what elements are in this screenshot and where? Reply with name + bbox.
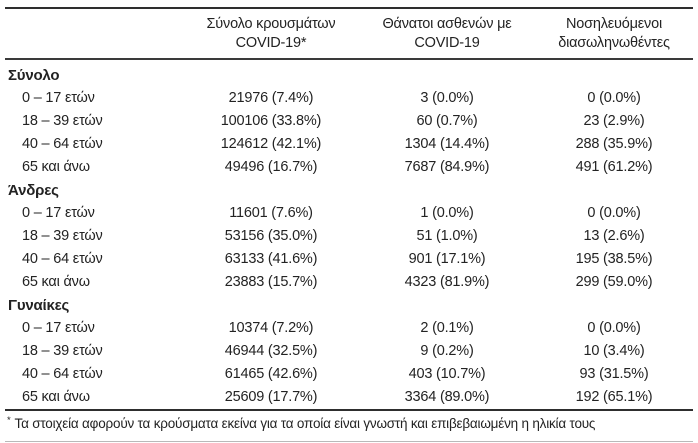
age-group-label: 65 και άνω	[22, 389, 90, 405]
header-total-cases-line1: Σύνολο κρουσμάτων	[206, 16, 336, 32]
cases-cell: 21976 (7.4%)	[228, 90, 314, 106]
age-group-label: 0 – 17 ετών	[22, 320, 95, 336]
footnote-asterisk-marker: *	[7, 414, 11, 426]
deaths-cell: 4323 (81.9%)	[404, 274, 490, 290]
age-group-label: 0 – 17 ετών	[22, 205, 95, 221]
table-row: 18 – 39 ετών 53156 (35.0%) 51 (1.0%) 13 …	[5, 225, 693, 248]
footnote-text: Τα στοιχεία αφορούν τα κρούσματα εκείνα …	[14, 416, 596, 431]
cases-cell: 25609 (17.7%)	[224, 389, 318, 405]
intubated-cell: 299 (59.0%)	[575, 274, 653, 290]
age-group-label: 18 – 39 ετών	[22, 343, 103, 359]
intubated-cell: 288 (35.9%)	[575, 136, 653, 152]
age-group-label: 0 – 17 ετών	[22, 90, 95, 106]
table-header: Σύνολο κρουσμάτων COVID-19* Θάνατοι ασθε…	[5, 8, 693, 60]
covid-stats-table: Σύνολο κρουσμάτων COVID-19* Θάνατοι ασθε…	[5, 7, 693, 411]
age-group-label: 65 και άνω	[22, 274, 90, 290]
cases-cell: 100106 (33.8%)	[220, 113, 322, 129]
table-row: 18 – 39 ετών 100106 (33.8%) 60 (0.7%) 23…	[5, 110, 693, 133]
intubated-cell: 0 (0.0%)	[587, 205, 641, 221]
covid-age-statistics-page: Σύνολο κρουσμάτων COVID-19* Θάνατοι ασθε…	[0, 7, 698, 443]
header-deaths: Θάνατοι ασθενών με COVID-19	[359, 8, 535, 60]
deaths-cell: 60 (0.7%)	[416, 113, 478, 129]
table-row: 40 – 64 ετών 124612 (42.1%) 1304 (14.4%)…	[5, 133, 693, 156]
intubated-cell: 491 (61.2%)	[575, 159, 653, 175]
intubated-cell: 13 (2.6%)	[583, 228, 645, 244]
table-row: 0 – 17 ετών 11601 (7.6%) 1 (0.0%) 0 (0.0…	[5, 202, 693, 225]
header-intubated: Νοσηλευόμενοι διασωληνωθέντες	[535, 8, 693, 60]
deaths-cell: 3 (0.0%)	[420, 90, 474, 106]
table-row: 40 – 64 ετών 63133 (41.6%) 901 (17.1%) 1…	[5, 248, 693, 271]
cases-cell: 46944 (32.5%)	[224, 343, 318, 359]
header-deaths-line1: Θάνατοι ασθενών με	[382, 16, 512, 32]
header-intubated-line2: διασωληνωθέντες	[558, 35, 670, 51]
table-row: 0 – 17 ετών 10374 (7.2%) 2 (0.1%) 0 (0.0…	[5, 317, 693, 340]
intubated-cell: 192 (65.1%)	[575, 389, 653, 405]
intubated-cell: 0 (0.0%)	[587, 90, 641, 106]
footnote: * Τα στοιχεία αφορούν τα κρούσματα εκείνα…	[7, 415, 693, 432]
age-group-label: 18 – 39 ετών	[22, 228, 103, 244]
age-group-label: 40 – 64 ετών	[22, 366, 103, 382]
age-group-label: 18 – 39 ετών	[22, 113, 103, 129]
intubated-cell: 195 (38.5%)	[575, 251, 653, 267]
cases-cell: 23883 (15.7%)	[224, 274, 318, 290]
header-empty-cell	[5, 8, 183, 60]
section-title: Γυναίκες	[8, 297, 70, 314]
cases-cell: 11601 (7.6%)	[229, 205, 313, 221]
section-row-total: Σύνολο	[5, 64, 693, 87]
deaths-cell: 51 (1.0%)	[416, 228, 478, 244]
header-intubated-line1: Νοσηλευόμενοι	[565, 16, 662, 32]
intubated-cell: 0 (0.0%)	[587, 320, 641, 336]
table-row: 18 – 39 ετών 46944 (32.5%) 9 (0.2%) 10 (…	[5, 340, 693, 363]
cases-cell: 53156 (35.0%)	[224, 228, 318, 244]
age-group-label: 40 – 64 ετών	[22, 136, 103, 152]
cases-cell: 61465 (42.6%)	[224, 366, 318, 382]
bottom-divider	[5, 441, 693, 442]
header-total-cases: Σύνολο κρουσμάτων COVID-19*	[183, 8, 359, 60]
intubated-cell: 10 (3.4%)	[583, 343, 645, 359]
deaths-cell: 1 (0.0%)	[420, 205, 474, 221]
table-row: 0 – 17 ετών 21976 (7.4%) 3 (0.0%) 0 (0.0…	[5, 87, 693, 110]
deaths-cell: 9 (0.2%)	[420, 343, 474, 359]
deaths-cell: 3364 (89.0%)	[404, 389, 490, 405]
header-deaths-line2: COVID-19	[414, 35, 480, 51]
intubated-cell: 23 (2.9%)	[583, 113, 645, 129]
deaths-cell: 403 (10.7%)	[408, 366, 486, 382]
table-row: 40 – 64 ετών 61465 (42.6%) 403 (10.7%) 9…	[5, 363, 693, 386]
deaths-cell: 1304 (14.4%)	[404, 136, 490, 152]
deaths-cell: 7687 (84.9%)	[404, 159, 490, 175]
section-title: Άνδρες	[8, 182, 59, 199]
section-row-women: Γυναίκες	[5, 294, 693, 317]
table-row: 65 και άνω 49496 (16.7%) 7687 (84.9%) 49…	[5, 156, 693, 179]
age-group-label: 65 και άνω	[22, 159, 90, 175]
deaths-cell: 2 (0.1%)	[420, 320, 474, 336]
cases-cell: 49496 (16.7%)	[224, 159, 318, 175]
cases-cell: 124612 (42.1%)	[220, 136, 322, 152]
section-row-men: Άνδρες	[5, 179, 693, 202]
deaths-cell: 901 (17.1%)	[408, 251, 486, 267]
header-row: Σύνολο κρουσμάτων COVID-19* Θάνατοι ασθε…	[5, 8, 693, 60]
table-row: 65 και άνω 23883 (15.7%) 4323 (81.9%) 29…	[5, 271, 693, 294]
cases-cell: 63133 (41.6%)	[224, 251, 318, 267]
intubated-cell: 93 (31.5%)	[579, 366, 649, 382]
header-total-cases-line2: COVID-19*	[235, 35, 307, 51]
section-title: Σύνολο	[8, 67, 60, 84]
cases-cell: 10374 (7.2%)	[228, 320, 314, 336]
table-row: 65 και άνω 25609 (17.7%) 3364 (89.0%) 19…	[5, 386, 693, 410]
age-group-label: 40 – 64 ετών	[22, 251, 103, 267]
